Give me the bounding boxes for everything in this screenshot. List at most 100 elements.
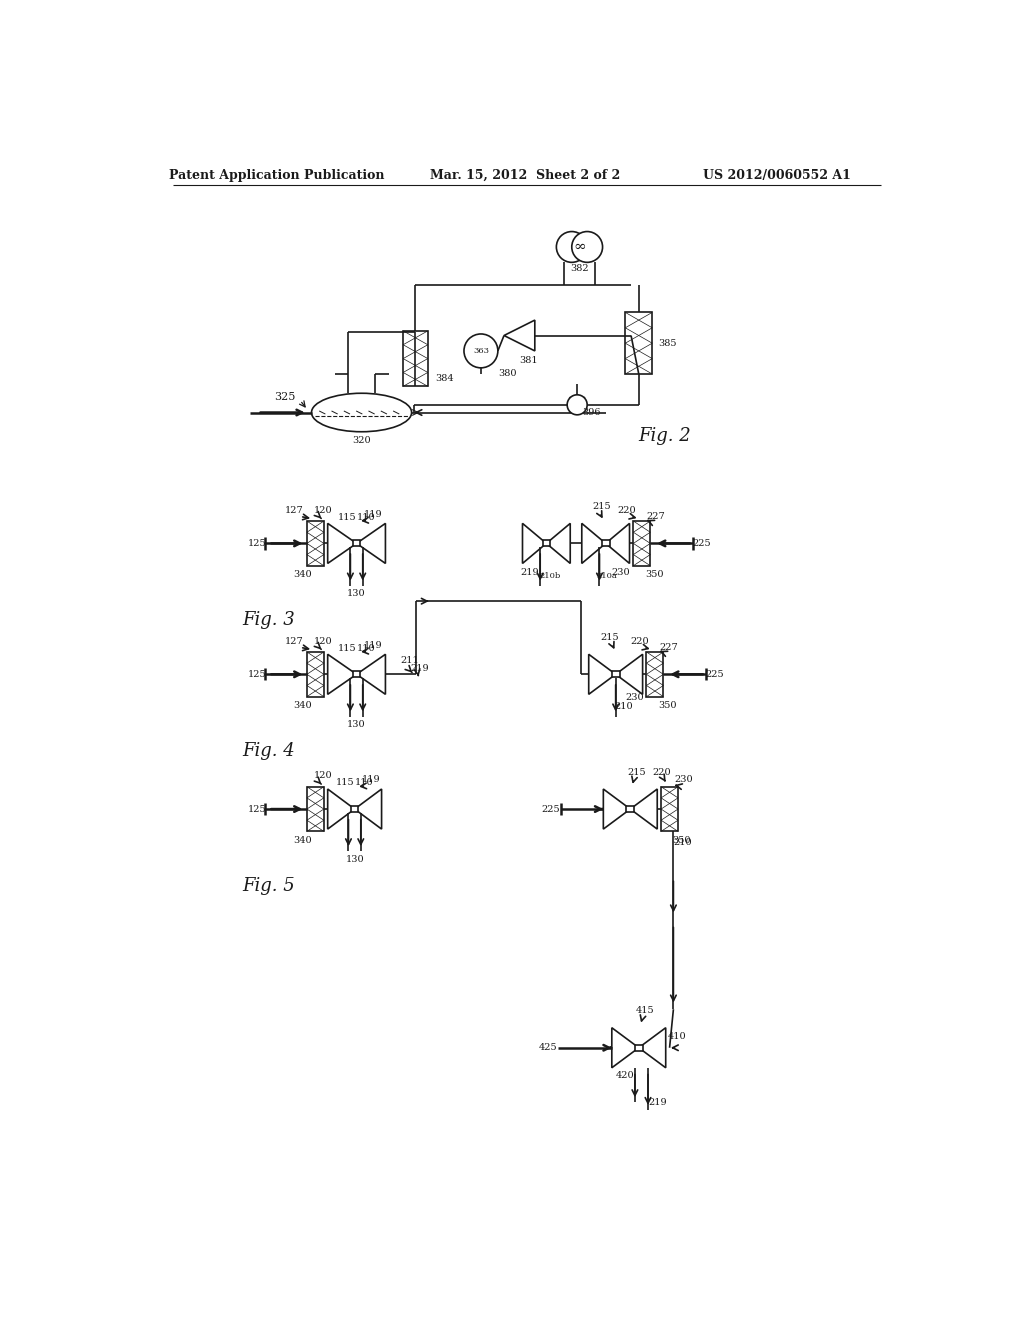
Polygon shape (615, 655, 643, 694)
Text: 230: 230 (626, 693, 644, 702)
Text: Mar. 15, 2012  Sheet 2 of 2: Mar. 15, 2012 Sheet 2 of 2 (430, 169, 620, 182)
Bar (626, 313, 652, 374)
Text: 363: 363 (473, 347, 488, 355)
Text: 220: 220 (617, 506, 636, 515)
Text: 210a: 210a (597, 572, 617, 579)
Text: 325: 325 (273, 392, 295, 403)
Polygon shape (356, 655, 385, 694)
Text: 219: 219 (520, 568, 539, 577)
Bar (351, 807, 358, 812)
Text: 230: 230 (674, 775, 692, 784)
Text: 425: 425 (539, 1043, 557, 1052)
Text: 225: 225 (706, 669, 724, 678)
Circle shape (571, 231, 602, 263)
Text: 382: 382 (570, 264, 589, 273)
Text: 115: 115 (338, 644, 356, 652)
Text: 350: 350 (673, 836, 691, 845)
Bar (403, 331, 428, 387)
Text: 384: 384 (435, 374, 454, 383)
Text: 120: 120 (313, 636, 333, 645)
Text: 215: 215 (600, 632, 618, 642)
Polygon shape (328, 789, 354, 829)
Ellipse shape (311, 393, 412, 432)
Text: 211: 211 (400, 656, 420, 665)
Polygon shape (582, 524, 605, 564)
Bar (307, 652, 324, 697)
Text: 130: 130 (347, 589, 366, 598)
Bar (635, 1044, 643, 1051)
Text: 115: 115 (338, 512, 356, 521)
Text: 380: 380 (499, 370, 517, 379)
Polygon shape (603, 789, 631, 829)
Text: 381: 381 (519, 355, 538, 364)
Text: 125: 125 (248, 805, 266, 813)
Text: 227: 227 (659, 643, 678, 652)
Bar (307, 787, 324, 832)
Text: 110: 110 (356, 644, 375, 652)
Bar (602, 540, 609, 546)
Text: 220: 220 (652, 768, 671, 776)
Text: 225: 225 (692, 539, 712, 548)
Text: 119: 119 (365, 640, 383, 649)
Polygon shape (328, 524, 356, 564)
Text: 227: 227 (646, 512, 665, 521)
Bar (646, 652, 664, 697)
Text: 340: 340 (294, 836, 312, 845)
Polygon shape (504, 321, 535, 351)
Polygon shape (522, 524, 547, 564)
Polygon shape (589, 655, 615, 694)
Text: 210b: 210b (540, 572, 561, 579)
Polygon shape (328, 655, 356, 694)
Text: 215: 215 (593, 502, 611, 511)
Bar (634, 521, 650, 566)
Text: 119: 119 (365, 510, 383, 519)
Polygon shape (639, 1028, 666, 1068)
Text: 410: 410 (668, 1032, 686, 1040)
Text: 110: 110 (354, 779, 373, 787)
Text: ∞: ∞ (573, 240, 586, 253)
Bar (543, 540, 550, 546)
Bar (352, 672, 360, 677)
Circle shape (556, 231, 587, 263)
Text: 119: 119 (362, 775, 381, 784)
Text: 350: 350 (658, 701, 677, 710)
Text: 420: 420 (615, 1071, 634, 1080)
Bar (627, 807, 634, 812)
Bar (662, 787, 678, 832)
Text: 320: 320 (352, 437, 371, 445)
Text: 219: 219 (411, 664, 429, 673)
Text: Fig. 5: Fig. 5 (243, 876, 295, 895)
Text: 127: 127 (285, 506, 303, 515)
Polygon shape (354, 789, 382, 829)
Text: 110: 110 (356, 512, 375, 521)
Text: 340: 340 (294, 701, 312, 710)
Text: 127: 127 (285, 636, 303, 645)
Polygon shape (547, 524, 570, 564)
Text: 210: 210 (674, 838, 692, 847)
Text: US 2012/0060552 A1: US 2012/0060552 A1 (703, 169, 851, 182)
Text: 350: 350 (645, 570, 664, 579)
Text: Fig. 3: Fig. 3 (243, 611, 295, 630)
Bar (307, 521, 324, 566)
Polygon shape (631, 789, 657, 829)
Text: 385: 385 (658, 339, 677, 347)
Text: 230: 230 (611, 568, 631, 577)
Text: 125: 125 (248, 539, 266, 548)
Circle shape (567, 395, 587, 414)
Text: 396: 396 (582, 408, 600, 417)
Text: 219: 219 (648, 1098, 668, 1107)
Polygon shape (605, 524, 630, 564)
Text: 125: 125 (248, 669, 266, 678)
Text: 220: 220 (630, 636, 649, 645)
Text: 130: 130 (345, 854, 364, 863)
Circle shape (464, 334, 498, 368)
Text: 340: 340 (294, 570, 312, 579)
Text: 210: 210 (614, 702, 633, 711)
Text: Fig. 2: Fig. 2 (639, 426, 691, 445)
Text: 115: 115 (336, 779, 354, 787)
Text: 120: 120 (313, 506, 333, 515)
Bar (352, 540, 360, 546)
Text: 415: 415 (636, 1006, 654, 1015)
Text: 215: 215 (627, 768, 646, 776)
Text: Fig. 4: Fig. 4 (243, 742, 295, 760)
